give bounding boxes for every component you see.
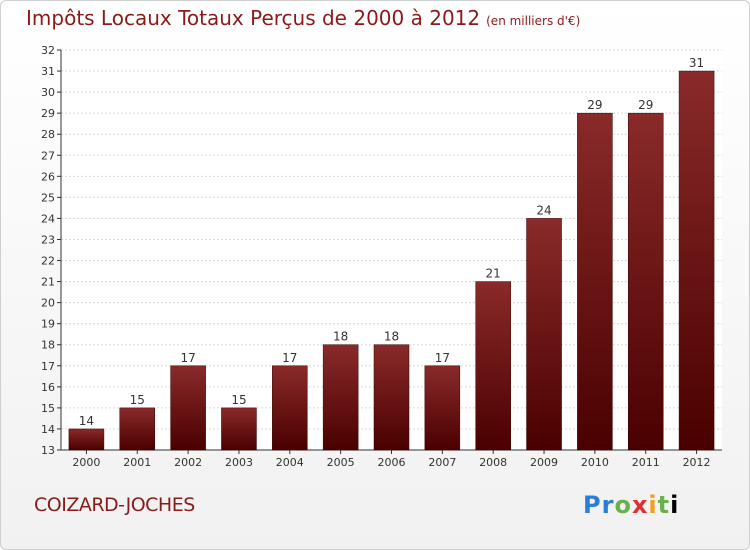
title-unit: (en milliers d'€) — [486, 14, 581, 28]
y-tick-label: 28 — [41, 128, 55, 141]
data-label: 18 — [333, 330, 348, 344]
data-label: 31 — [689, 56, 704, 70]
logo-letter: r — [601, 491, 615, 519]
bar — [475, 281, 511, 451]
commune-name: COIZARD-JOCHES — [34, 494, 195, 516]
x-tick-label: 2007 — [428, 456, 456, 469]
data-label: 14 — [79, 414, 94, 428]
data-label: 17 — [282, 351, 297, 365]
y-tick-label: 22 — [41, 255, 55, 268]
title-text: Impôts Locaux Totaux Perçus de 2000 à 20… — [26, 6, 481, 30]
y-tick-label: 18 — [41, 339, 55, 352]
data-label: 24 — [536, 203, 551, 217]
data-label: 15 — [231, 393, 246, 407]
x-tick-label: 2002 — [174, 456, 202, 469]
data-label: 17 — [180, 351, 195, 365]
y-tick-label: 13 — [41, 444, 55, 457]
y-tick-label: 24 — [41, 212, 55, 225]
x-tick-label: 2003 — [225, 456, 253, 469]
y-tick-label: 27 — [41, 149, 55, 162]
y-tick-label: 14 — [41, 423, 55, 436]
logo-letter: x — [631, 491, 649, 519]
data-label: 18 — [384, 330, 399, 344]
y-tick-label: 32 — [41, 44, 55, 57]
y-tick-label: 31 — [41, 65, 55, 78]
y-tick-label: 25 — [41, 191, 55, 204]
logo-letter: o — [614, 491, 632, 519]
bar — [424, 365, 461, 451]
x-tick-label: 2011 — [632, 456, 660, 469]
y-tick-label: 21 — [41, 276, 55, 289]
logo-letter: i — [648, 491, 658, 519]
y-tick-label: 17 — [41, 360, 55, 373]
x-tick-label: 2000 — [72, 456, 100, 469]
bar — [170, 365, 206, 451]
data-label: 17 — [435, 351, 450, 365]
bar — [373, 344, 410, 451]
bar — [627, 112, 664, 451]
y-tick-label: 20 — [41, 297, 55, 310]
x-tick-label: 2001 — [123, 456, 151, 469]
y-tick-label: 26 — [41, 170, 55, 183]
x-tick-label: 2009 — [530, 456, 558, 469]
y-tick-label: 19 — [41, 318, 55, 331]
y-tick-label: 30 — [41, 86, 55, 99]
y-tick-label: 29 — [41, 107, 55, 120]
x-tick-label: 2006 — [378, 456, 406, 469]
bar — [221, 407, 257, 451]
data-label: 29 — [638, 98, 653, 112]
y-tick-label: 16 — [41, 381, 55, 394]
logo-letter: P — [583, 491, 602, 519]
x-tick-label: 2004 — [276, 456, 304, 469]
x-tick-label: 2012 — [683, 456, 711, 469]
bar — [322, 344, 359, 451]
data-label: 29 — [587, 98, 602, 112]
data-label: 21 — [486, 267, 501, 281]
y-tick-label: 23 — [41, 233, 55, 246]
x-tick-label: 2008 — [479, 456, 507, 469]
proxiti-logo: Proxiti — [583, 491, 679, 519]
logo-letter: i — [670, 491, 680, 519]
bar — [68, 428, 105, 451]
chart-title: Impôts Locaux Totaux Perçus de 2000 à 20… — [26, 6, 580, 30]
y-tick-label: 15 — [41, 402, 55, 415]
bar — [272, 365, 308, 451]
x-tick-label: 2005 — [327, 456, 355, 469]
bar — [678, 70, 715, 451]
logo-letter: t — [657, 491, 671, 519]
x-tick-label: 2010 — [581, 456, 609, 469]
bar — [577, 112, 613, 451]
bar — [119, 407, 156, 451]
data-label: 15 — [130, 393, 145, 407]
bar — [526, 218, 562, 451]
